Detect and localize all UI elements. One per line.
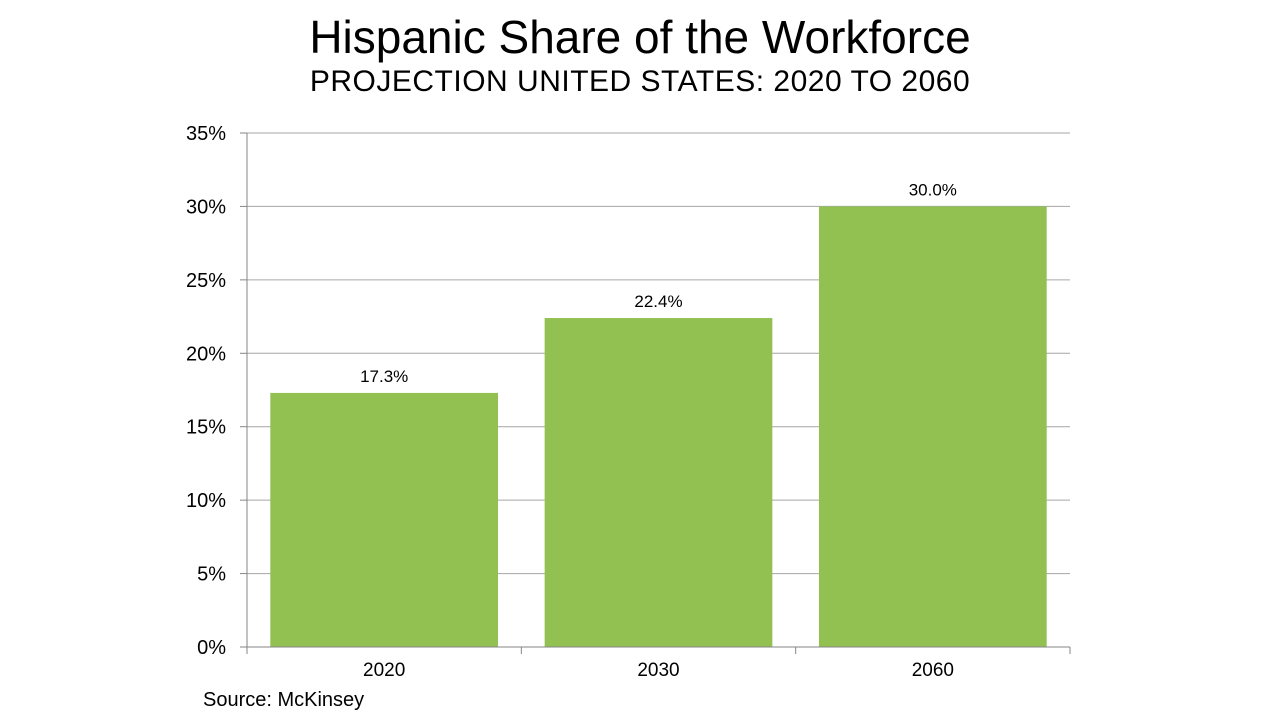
y-tick-label: 0%	[197, 637, 226, 659]
source-note: Source: McKinsey	[203, 689, 365, 711]
y-tick-label: 25%	[186, 270, 226, 292]
y-tick-label: 15%	[186, 417, 226, 439]
bars	[270, 206, 1047, 647]
y-tick-label: 35%	[186, 123, 226, 145]
data-label-2020: 17.3%	[360, 367, 408, 386]
axes	[240, 132, 1071, 654]
y-tick-label: 10%	[186, 490, 226, 512]
chart-title: Hispanic Share of the Workforce	[309, 11, 971, 63]
data-label-2060: 30.0%	[909, 180, 957, 199]
bar-2030	[544, 318, 773, 647]
y-tick-label: 5%	[197, 564, 226, 586]
x-tick-label-2020: 2020	[363, 660, 405, 681]
data-label-2030: 22.4%	[634, 292, 682, 311]
y-tick-label: 30%	[186, 196, 226, 218]
x-tick-label-2060: 2060	[912, 660, 954, 681]
chart-subtitle: PROJECTION UNITED STATES: 2020 TO 2060	[309, 65, 971, 98]
x-tick-label-2030: 2030	[637, 660, 679, 681]
labels: 0% 5% 10% 15% 20% 25% 30% 35% 17.3% 2020 22.4% 2030…	[186, 123, 957, 681]
bar-2020	[270, 392, 499, 647]
y-tick-label: 20%	[186, 343, 226, 365]
bar-2060	[818, 206, 1047, 647]
